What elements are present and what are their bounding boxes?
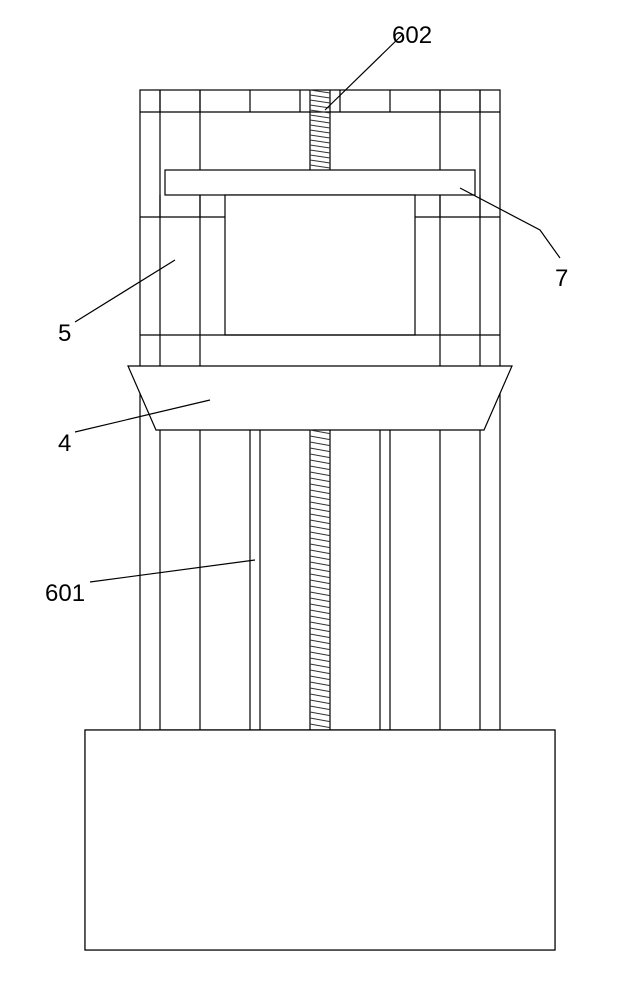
label-5: 5 <box>58 320 71 348</box>
label-7: 7 <box>555 265 568 293</box>
technical-diagram <box>0 0 625 1000</box>
label-4: 4 <box>58 430 71 458</box>
label-602: 602 <box>392 22 432 50</box>
label-601: 601 <box>45 580 85 608</box>
